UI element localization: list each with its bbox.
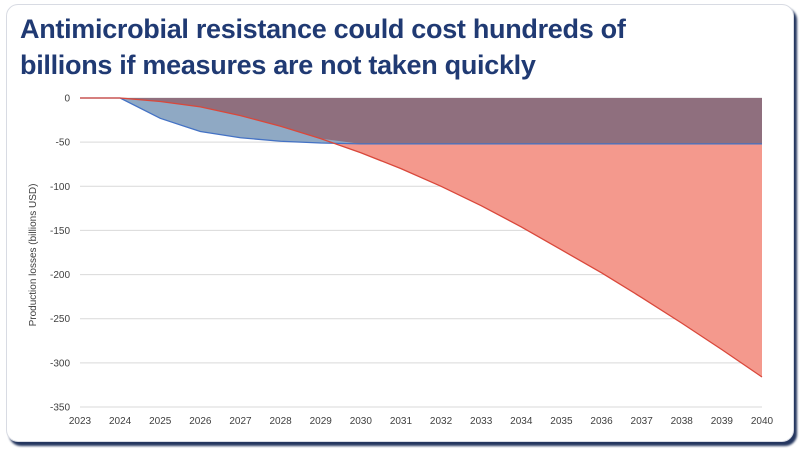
x-tick-label: 2036 (590, 416, 613, 427)
x-tick-label: 2030 (350, 416, 373, 427)
slide-title: Antimicrobial resistance could cost hund… (20, 11, 790, 83)
x-tick-label: 2032 (430, 416, 453, 427)
y-tick-label: -100 (50, 182, 70, 193)
series-b-line (80, 97, 763, 378)
y-tick-label: -200 (50, 270, 70, 281)
title-line-2: billions if measures are not taken quick… (20, 50, 536, 80)
overlap-area (80, 98, 762, 144)
x-tick-label: 2025 (149, 416, 172, 427)
y-tick-label: -350 (50, 403, 70, 414)
y-axis-label: Production losses (billions USD) (28, 184, 39, 327)
x-tick-label: 2035 (550, 416, 573, 427)
y-tick-label: -150 (50, 226, 70, 237)
y-tick-label: -50 (56, 138, 71, 149)
x-tick-label: 2033 (470, 416, 493, 427)
title-line-1: Antimicrobial resistance could cost hund… (20, 14, 626, 44)
x-tick-label: 2031 (390, 416, 413, 427)
x-tick-label: 2023 (69, 416, 92, 427)
y-tick-label: -250 (50, 314, 70, 325)
x-tick-label: 2040 (751, 416, 774, 427)
x-tick-label: 2029 (310, 416, 333, 427)
y-tick-label: -300 (50, 358, 70, 369)
x-axis-ticks: 2023 2024 2025 2026 2027 2028 2029 2030 2031 2032… (69, 416, 774, 427)
series-a-line (80, 97, 762, 145)
x-tick-label: 2026 (189, 416, 212, 427)
series-b-area (80, 98, 762, 377)
x-tick-label: 2037 (631, 416, 654, 427)
x-tick-label: 2034 (510, 416, 533, 427)
x-tick-label: 2024 (109, 416, 132, 427)
y-tick-label: 0 (64, 94, 70, 105)
y-axis-ticks: 0 -50 -100 -150 -200 -250 -300 -350 (50, 94, 70, 414)
x-tick-label: 2028 (269, 416, 292, 427)
x-tick-label: 2027 (229, 416, 252, 427)
x-tick-label: 2039 (711, 416, 734, 427)
x-tick-label: 2038 (671, 416, 694, 427)
